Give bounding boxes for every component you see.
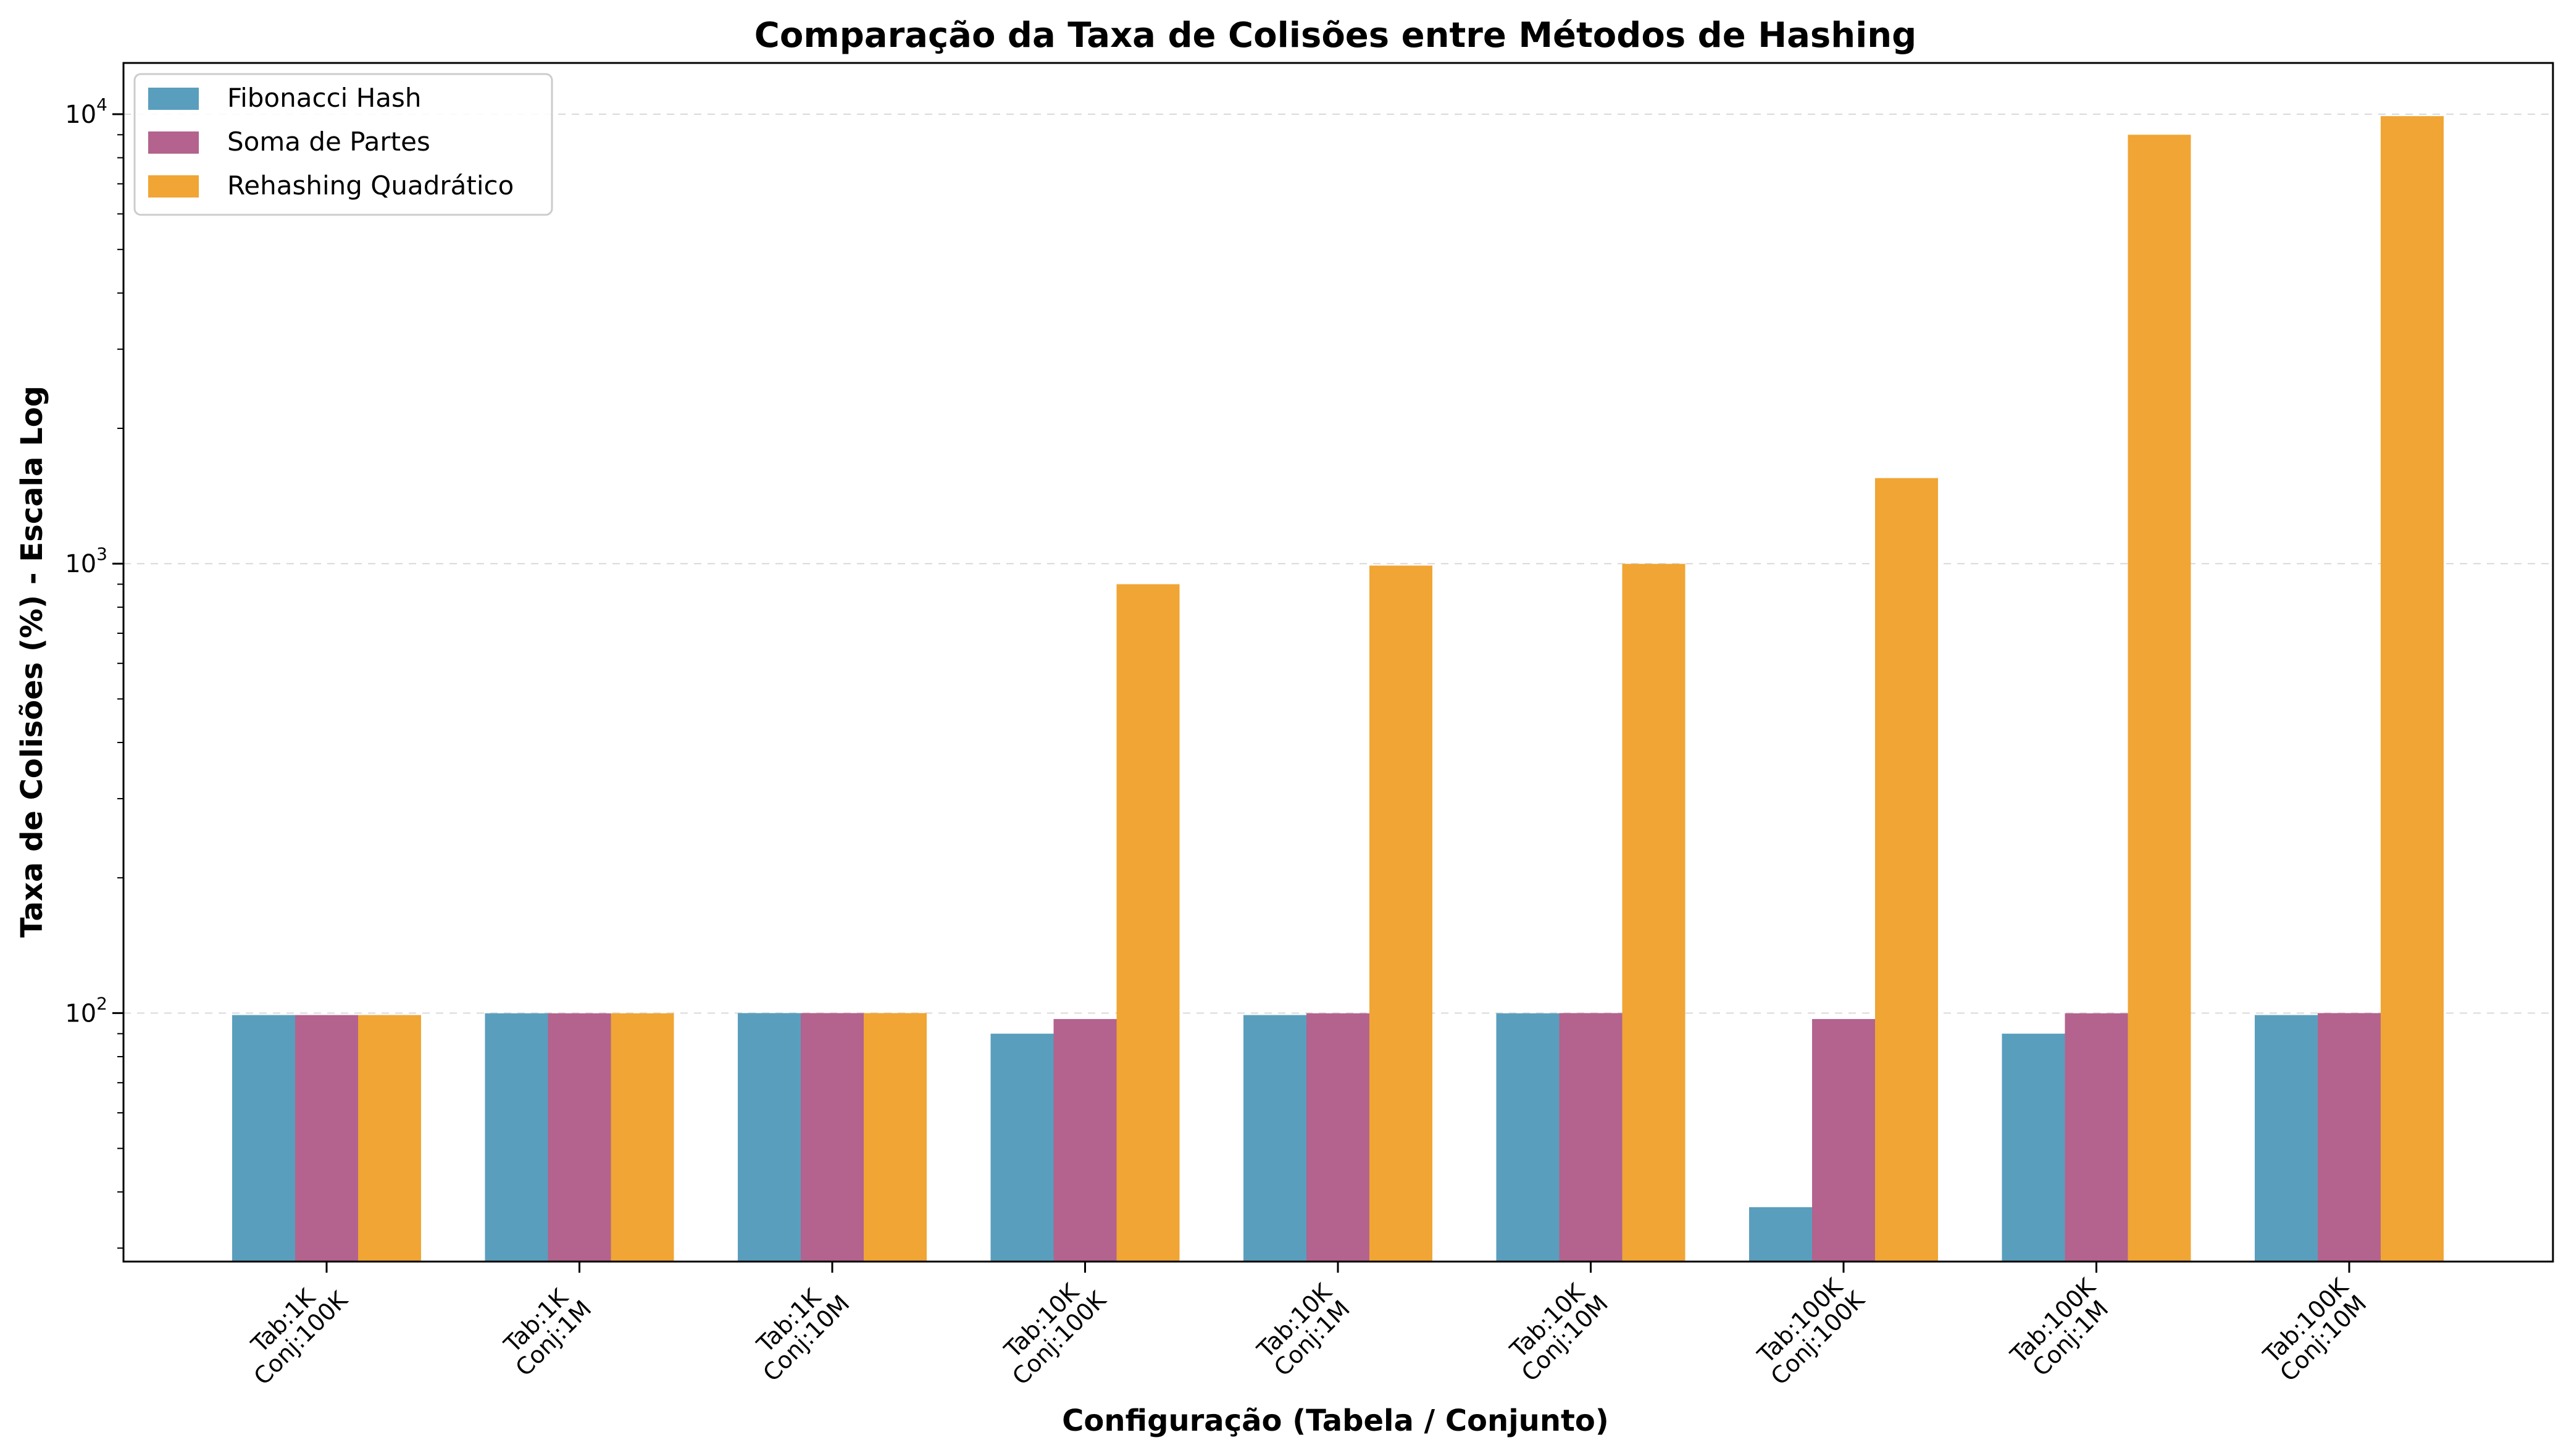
y-axis: 102 103 104: [65, 94, 123, 1249]
bar-fibonacci-hash: [1749, 1207, 1812, 1262]
y-tick-label: 102: [65, 993, 107, 1028]
bar-fibonacci-hash: [485, 1013, 548, 1262]
bar-soma-de-partes: [1559, 1013, 1623, 1262]
bar-soma-de-partes: [295, 1015, 358, 1262]
bar-soma-de-partes: [801, 1013, 864, 1262]
bars-layer: [232, 116, 2444, 1262]
legend-label: Fibonacci Hash: [227, 83, 422, 113]
bar-fibonacci-hash: [2002, 1033, 2065, 1262]
legend-box: [133, 73, 553, 216]
bar-fibonacci-hash: [232, 1015, 295, 1262]
x-tick-label: Tab:100KConj:10M: [2257, 1272, 2372, 1387]
x-tick-label: Tab:100KConj:1M: [2005, 1273, 2118, 1386]
bar-fibonacci-hash: [990, 1033, 1054, 1262]
bar-soma-de-partes: [2065, 1013, 2128, 1262]
bar-rehashing-quadr-tico: [1875, 478, 1938, 1262]
bar-fibonacci-hash: [2255, 1015, 2318, 1262]
x-tick-label: Tab:10KConj:100K: [990, 1268, 1112, 1391]
legend: Fibonacci Hash Soma de Partes Rehashing Qu…: [133, 73, 553, 216]
bar-soma-de-partes: [2318, 1013, 2381, 1262]
bar-rehashing-quadr-tico: [1116, 584, 1180, 1262]
chart-title: Comparação da Taxa de Colisões entre Mét…: [754, 15, 1916, 56]
bar-rehashing-quadr-tico: [611, 1013, 674, 1262]
bar-rehashing-quadr-tico: [864, 1013, 927, 1262]
bar-rehashing-quadr-tico: [1369, 565, 1432, 1262]
x-axis-label: Configuração (Tabela / Conjunto): [1062, 1404, 1609, 1438]
bar-rehashing-quadr-tico: [2381, 116, 2444, 1262]
x-axis: Tab:1KConj:100K Tab:1KConj:1M Tab:1KConj:1…: [231, 1262, 2372, 1391]
x-tick-label: Tab:10KConj:10M: [1499, 1272, 1614, 1387]
legend-swatch: [148, 131, 199, 154]
y-tick-label: 104: [65, 94, 107, 129]
x-tick-label: Tab:1KConj:10M: [740, 1272, 855, 1387]
y-axis-label: Taxa de Colisões (%) - Escala Log: [15, 386, 49, 938]
legend-swatch: [148, 175, 199, 198]
bar-fibonacci-hash: [738, 1013, 801, 1262]
bar-soma-de-partes: [1306, 1013, 1369, 1262]
bar-rehashing-quadr-tico: [1622, 564, 1686, 1262]
bar-rehashing-quadr-tico: [2128, 135, 2191, 1262]
bar-fibonacci-hash: [1496, 1013, 1560, 1262]
legend-label: Rehashing Quadrático: [227, 170, 514, 201]
legend-swatch: [148, 88, 199, 110]
legend-label: Soma de Partes: [227, 127, 430, 157]
bar-soma-de-partes: [548, 1013, 611, 1262]
x-tick-label: Tab:1KConj:1M: [493, 1278, 596, 1381]
x-tick-label: Tab:100KConj:100K: [1748, 1268, 1870, 1391]
bar-rehashing-quadr-tico: [358, 1015, 421, 1262]
bar-fibonacci-hash: [1243, 1015, 1306, 1262]
x-tick-label: Tab:10KConj:1M: [1251, 1278, 1355, 1381]
bar-soma-de-partes: [1053, 1019, 1117, 1262]
x-tick-label: Tab:1KConj:100K: [231, 1268, 353, 1391]
bar-soma-de-partes: [1812, 1019, 1875, 1262]
y-tick-label: 103: [65, 544, 107, 578]
